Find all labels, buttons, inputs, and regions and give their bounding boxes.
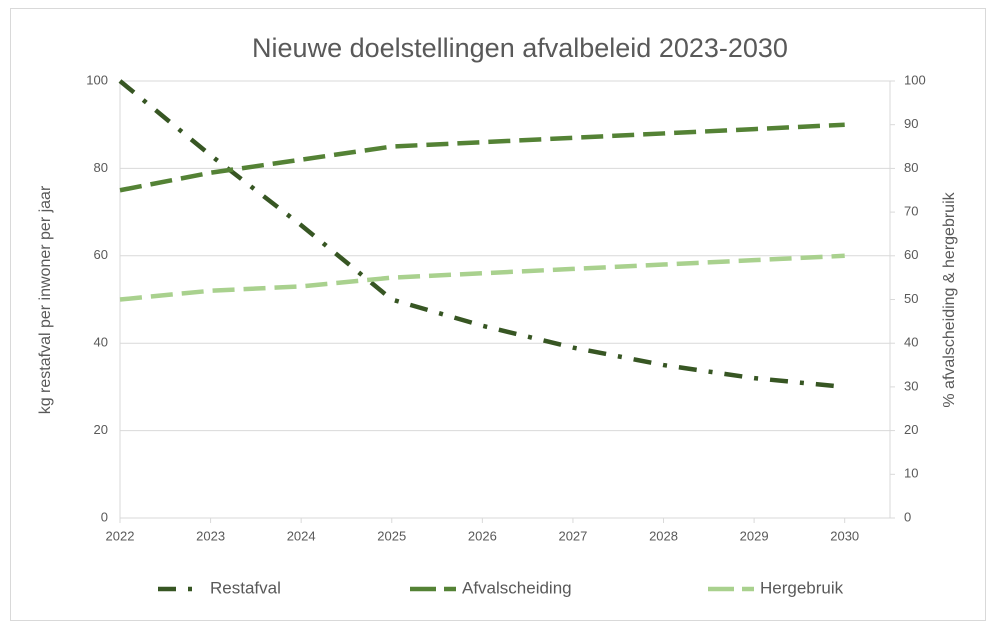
y-tick-label: 40 <box>94 335 108 350</box>
y-tick-label: 0 <box>101 509 108 524</box>
line-series <box>119 253 845 302</box>
x-tick-label: 2030 <box>830 528 859 543</box>
line-series <box>118 79 845 390</box>
y-tick-label: 60 <box>94 247 108 262</box>
y-axis-title: kg restafval per inwoner per jaar <box>37 185 54 414</box>
y2-tick-label: 10 <box>904 466 918 481</box>
legend-label: Restafval <box>210 578 281 597</box>
x-tick-label: 2027 <box>558 528 587 543</box>
y2-tick-label: 90 <box>904 116 918 131</box>
y2-tick-label: 60 <box>904 247 918 262</box>
y-tick-label: 100 <box>86 72 108 87</box>
x-tick-label: 2029 <box>740 528 769 543</box>
y2-axis-title: % afvalscheiding & hergebruik <box>941 191 958 407</box>
y-tick-label: 80 <box>94 160 108 175</box>
y2-tick-label: 100 <box>904 72 926 87</box>
x-tick-label: 2025 <box>377 528 406 543</box>
x-tick-label: 2023 <box>196 528 225 543</box>
x-tick-label: 2024 <box>287 528 316 543</box>
y2-tick-label: 20 <box>904 422 918 437</box>
y2-tick-label: 0 <box>904 509 911 524</box>
y2-tick-label: 40 <box>904 335 918 350</box>
y2-tick-label: 30 <box>904 378 918 393</box>
x-tick-label: 2022 <box>106 528 135 543</box>
y-tick-label: 20 <box>94 422 108 437</box>
y2-tick-label: 80 <box>904 160 918 175</box>
legend-label: Hergebruik <box>760 578 844 597</box>
x-tick-label: 2026 <box>468 528 497 543</box>
chart-title: Nieuwe doelstellingen afvalbeleid 2023-2… <box>252 33 788 63</box>
y2-tick-label: 70 <box>904 204 918 219</box>
legend-label: Afvalscheiding <box>462 578 572 597</box>
x-tick-label: 2028 <box>649 528 678 543</box>
y2-tick-label: 50 <box>904 291 918 306</box>
line-series <box>119 122 845 193</box>
